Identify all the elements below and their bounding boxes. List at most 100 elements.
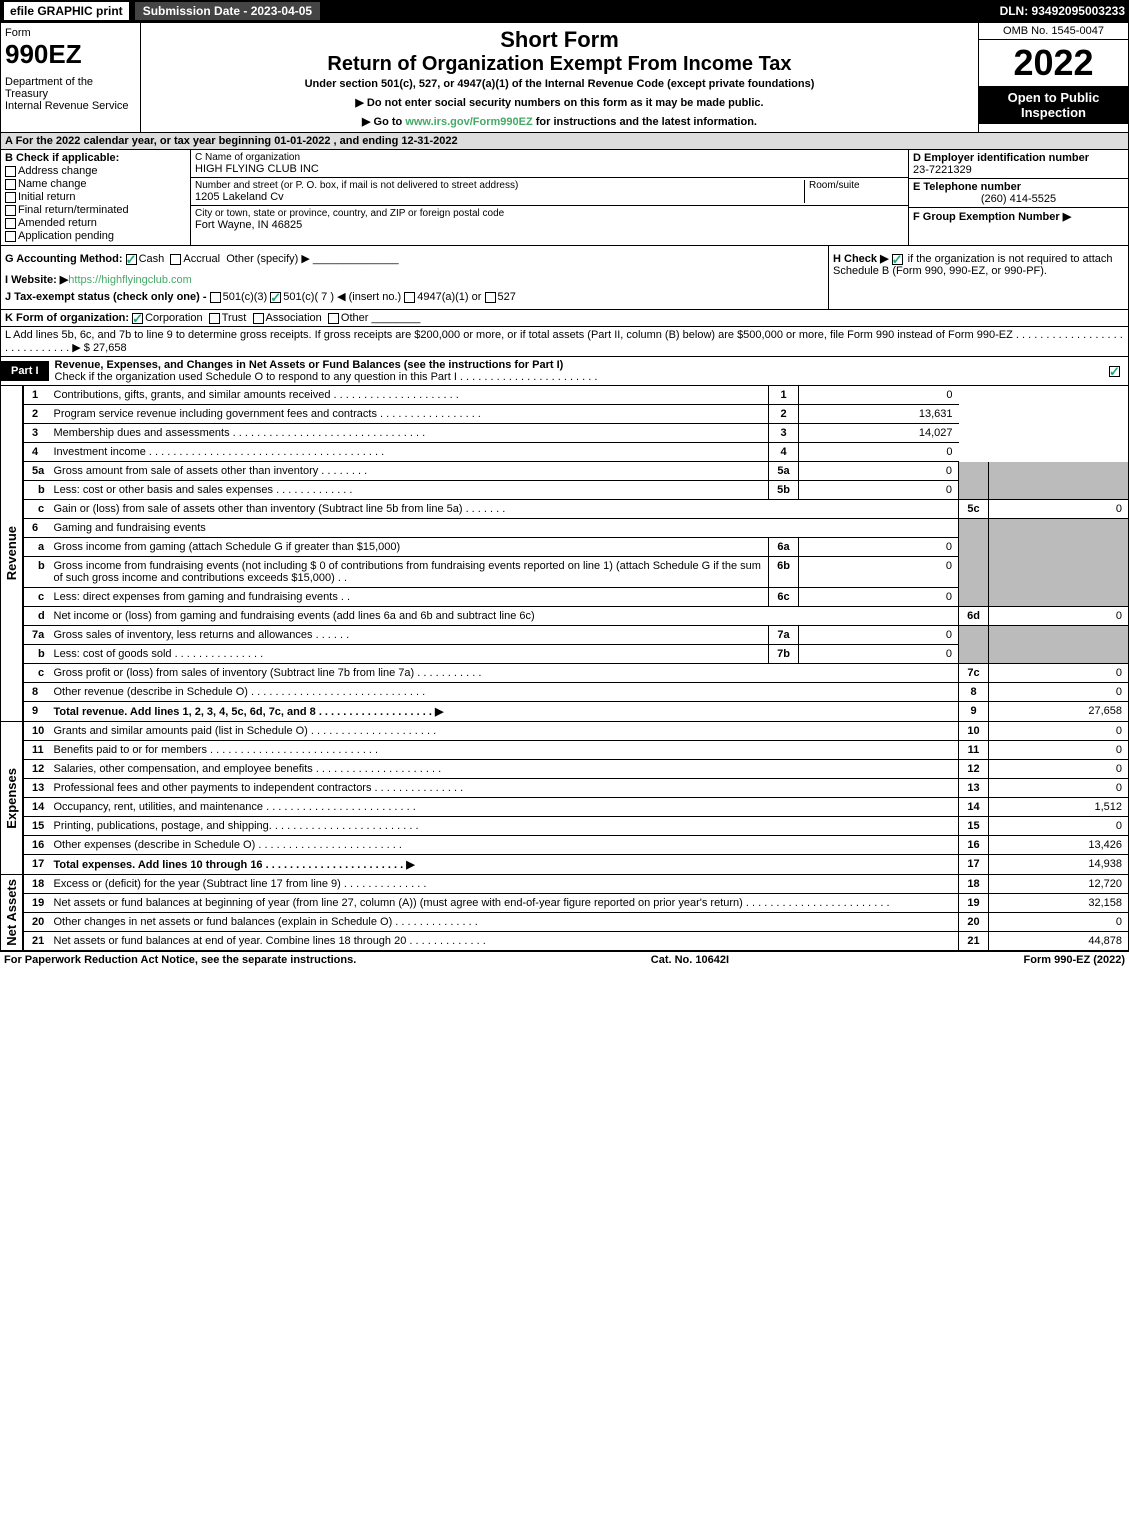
box-c: C Name of organization HIGH FLYING CLUB … [191, 150, 908, 245]
line-20: 20Other changes in net assets or fund ba… [24, 913, 1129, 932]
chk-accrual[interactable] [170, 254, 181, 265]
chk-4947[interactable] [404, 292, 415, 303]
line-14: 14Occupancy, rent, utilities, and mainte… [24, 798, 1129, 817]
line-7c: cGross profit or (loss) from sales of in… [24, 664, 1129, 683]
footer-right: Form 990-EZ (2022) [1024, 954, 1125, 966]
chk-501c3[interactable] [210, 292, 221, 303]
chk-schedule-o[interactable] [1109, 366, 1120, 377]
line-11: 11Benefits paid to or for members . . . … [24, 741, 1129, 760]
line-3: 3Membership dues and assessments . . . .… [24, 424, 1129, 443]
c-city-label: City or town, state or province, country… [195, 208, 904, 219]
part1-label: Part I [1, 361, 49, 381]
phone-value: (260) 414-5525 [913, 193, 1124, 205]
line-21: 21Net assets or fund balances at end of … [24, 932, 1129, 951]
top-bar: efile GRAPHIC print Submission Date - 20… [0, 0, 1129, 22]
line-4: 4Investment income . . . . . . . . . . .… [24, 443, 1129, 462]
e-label: E Telephone number [913, 181, 1124, 193]
l-text: L Add lines 5b, 6c, and 7b to line 9 to … [5, 329, 1123, 354]
footer-mid: Cat. No. 10642I [651, 954, 729, 966]
chk-other[interactable] [328, 313, 339, 324]
g-label: G Accounting Method: [5, 253, 123, 265]
efile-print-button[interactable]: efile GRAPHIC print [4, 2, 129, 20]
h-label: H Check ▶ [833, 253, 889, 265]
main-title: Return of Organization Exempt From Incom… [145, 53, 974, 76]
netassets-table: 18Excess or (deficit) for the year (Subt… [23, 875, 1129, 951]
line-12: 12Salaries, other compensation, and empl… [24, 760, 1129, 779]
netassets-vlabel: Net Assets [4, 879, 19, 946]
section-expenses: Expenses 10Grants and similar amounts pa… [0, 722, 1129, 875]
line-9: 9Total revenue. Add lines 1, 2, 3, 4, 5c… [24, 702, 1129, 722]
chk-corporation[interactable] [132, 313, 143, 324]
line-17: 17Total expenses. Add lines 10 through 1… [24, 855, 1129, 875]
form-label: Form [5, 27, 136, 39]
form-header: Form 990EZ Department of the Treasury In… [0, 22, 1129, 133]
revenue-vlabel: Revenue [4, 526, 19, 580]
dln: DLN: 93492095003233 [1000, 4, 1125, 18]
line-5c: cGain or (loss) from sale of assets othe… [24, 500, 1129, 519]
line-a: A For the 2022 calendar year, or tax yea… [0, 133, 1129, 150]
b-label: B Check if applicable: [5, 152, 186, 164]
open-inspection: Open to Public Inspection [979, 86, 1128, 124]
chk-name-change[interactable]: Name change [5, 178, 186, 190]
chk-amended-return[interactable]: Amended return [5, 217, 186, 229]
header-right: OMB No. 1545-0047 2022 Open to Public In… [978, 23, 1128, 132]
website-link[interactable]: https://highflyingclub.com [68, 274, 192, 286]
room-suite-label: Room/suite [809, 180, 904, 191]
chk-final-return[interactable]: Final return/terminated [5, 204, 186, 216]
line-l: L Add lines 5b, 6c, and 7b to line 9 to … [0, 327, 1129, 357]
line-5a: 5aGross amount from sale of assets other… [24, 462, 1129, 481]
org-name: HIGH FLYING CLUB INC [195, 163, 904, 175]
line-19: 19Net assets or fund balances at beginni… [24, 894, 1129, 913]
line-6d: dNet income or (loss) from gaming and fu… [24, 607, 1129, 626]
page-footer: For Paperwork Reduction Act Notice, see … [0, 951, 1129, 968]
subtitle: Under section 501(c), 527, or 4947(a)(1)… [145, 78, 974, 90]
chk-address-change[interactable]: Address change [5, 165, 186, 177]
chk-association[interactable] [253, 313, 264, 324]
chk-h[interactable] [892, 254, 903, 265]
line-15: 15Printing, publications, postage, and s… [24, 817, 1129, 836]
note-goto: ▶ Go to www.irs.gov/Form990EZ for instru… [145, 115, 974, 128]
chk-initial-return[interactable]: Initial return [5, 191, 186, 203]
chk-application-pending[interactable]: Application pending [5, 230, 186, 242]
c-street-label: Number and street (or P. O. box, if mail… [195, 180, 804, 191]
tax-year: 2022 [979, 40, 1128, 86]
line-10: 10Grants and similar amounts paid (list … [24, 722, 1129, 741]
irs-label: Internal Revenue Service [5, 100, 136, 112]
line-8: 8Other revenue (describe in Schedule O) … [24, 683, 1129, 702]
line-2: 2Program service revenue including gover… [24, 405, 1129, 424]
identity-block: B Check if applicable: Address change Na… [0, 150, 1129, 246]
i-label: I Website: ▶ [5, 274, 68, 286]
line-k: K Form of organization: Corporation Trus… [0, 310, 1129, 327]
f-label: F Group Exemption Number ▶ [913, 210, 1124, 223]
chk-cash[interactable] [126, 254, 137, 265]
header-left: Form 990EZ Department of the Treasury In… [1, 23, 141, 132]
chk-501c[interactable] [270, 292, 281, 303]
dept-label: Department of the Treasury [5, 76, 136, 100]
chk-527[interactable] [485, 292, 496, 303]
section-netassets: Net Assets 18Excess or (deficit) for the… [0, 875, 1129, 951]
short-form-title: Short Form [145, 27, 974, 53]
line-18: 18Excess or (deficit) for the year (Subt… [24, 875, 1129, 894]
l-value: $ 27,658 [84, 342, 127, 354]
section-revenue: Revenue 1Contributions, gifts, grants, a… [0, 386, 1129, 722]
d-label: D Employer identification number [913, 152, 1124, 164]
line-1: 1Contributions, gifts, grants, and simil… [24, 386, 1129, 405]
line-7a: 7aGross sales of inventory, less returns… [24, 626, 1129, 645]
org-city: Fort Wayne, IN 46825 [195, 219, 904, 231]
irs-link[interactable]: www.irs.gov/Form990EZ [405, 116, 532, 128]
header-center: Short Form Return of Organization Exempt… [141, 23, 978, 132]
part1-check: Check if the organization used Schedule … [55, 371, 598, 383]
j-label: J Tax-exempt status (check only one) - [5, 291, 207, 303]
expenses-vlabel: Expenses [4, 768, 19, 829]
part1-title: Revenue, Expenses, and Changes in Net As… [55, 359, 564, 371]
line-6: 6Gaming and fundraising events [24, 519, 1129, 538]
k-label: K Form of organization: [5, 312, 129, 324]
note-ssn: ▶ Do not enter social security numbers o… [145, 96, 974, 109]
line-16: 16Other expenses (describe in Schedule O… [24, 836, 1129, 855]
expenses-table: 10Grants and similar amounts paid (list … [23, 722, 1129, 875]
box-def: D Employer identification number 23-7221… [908, 150, 1128, 245]
chk-trust[interactable] [209, 313, 220, 324]
ein-value: 23-7221329 [913, 164, 1124, 176]
submission-date: Submission Date - 2023-04-05 [135, 2, 320, 20]
part1-header: Part I Revenue, Expenses, and Changes in… [0, 357, 1129, 386]
